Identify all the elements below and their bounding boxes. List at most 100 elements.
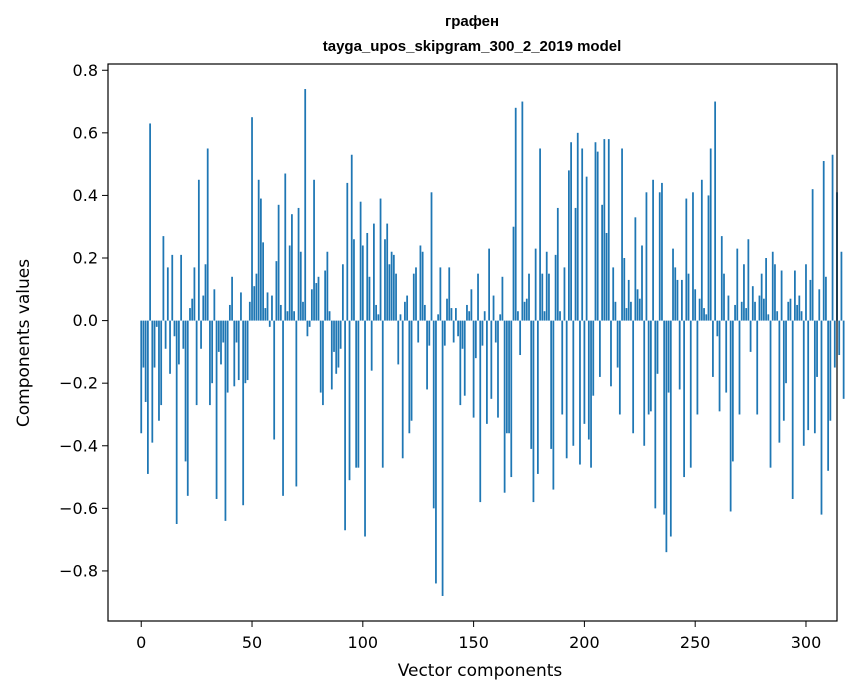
bar-135 bbox=[439, 267, 442, 321]
bar-81 bbox=[319, 320, 322, 393]
bar-165 bbox=[505, 320, 508, 434]
bar-106 bbox=[375, 304, 377, 321]
x-tick-label: 200 bbox=[569, 633, 600, 652]
bar-50 bbox=[251, 117, 253, 321]
bar-245 bbox=[683, 320, 685, 478]
bar-67 bbox=[288, 245, 291, 321]
bar-203 bbox=[590, 320, 592, 468]
bar-63 bbox=[279, 304, 282, 321]
bar-115 bbox=[395, 273, 397, 321]
bar-300 bbox=[805, 264, 807, 321]
bar-145 bbox=[461, 320, 464, 349]
bar-119 bbox=[404, 301, 406, 321]
bar-86 bbox=[330, 320, 333, 390]
bar-61 bbox=[275, 261, 278, 321]
bar-152 bbox=[477, 273, 479, 321]
x-tick-label: 300 bbox=[791, 633, 822, 652]
bar-146 bbox=[463, 320, 466, 396]
bar-79 bbox=[315, 283, 318, 321]
bar-275 bbox=[749, 320, 752, 352]
bar-108 bbox=[379, 198, 382, 321]
bar-38 bbox=[224, 320, 227, 521]
bar-46 bbox=[242, 320, 245, 506]
bar-27 bbox=[200, 320, 202, 349]
bar-78 bbox=[313, 179, 315, 321]
bar-282 bbox=[765, 258, 767, 321]
bar-234 bbox=[658, 192, 661, 321]
bars-group bbox=[140, 89, 845, 596]
y-axis: −0.8 −0.6 −0.4 −0.2 0.0 0.2 0.4 0.6 0.8 bbox=[59, 61, 108, 580]
bar-279 bbox=[758, 295, 761, 321]
bar-42 bbox=[233, 320, 236, 387]
bar-71 bbox=[297, 207, 300, 321]
bar-168 bbox=[512, 226, 515, 321]
bar-238 bbox=[667, 320, 670, 393]
y-tick-label: 0.6 bbox=[73, 123, 98, 142]
bar-87 bbox=[333, 320, 335, 352]
bar-235 bbox=[661, 182, 663, 321]
bar-159 bbox=[492, 295, 495, 321]
bar-56 bbox=[264, 308, 267, 321]
bar-96 bbox=[353, 239, 355, 321]
bar-8 bbox=[158, 320, 160, 421]
bar-158 bbox=[490, 320, 493, 399]
bar-83 bbox=[324, 270, 327, 321]
bar-16 bbox=[175, 320, 178, 524]
bar-255 bbox=[705, 314, 708, 321]
bar-17 bbox=[178, 320, 180, 365]
bar-60 bbox=[273, 320, 276, 440]
bar-174 bbox=[525, 298, 528, 321]
y-axis-label: Components values bbox=[14, 259, 34, 427]
bar-111 bbox=[386, 223, 389, 321]
bar-40 bbox=[228, 304, 231, 321]
bar-118 bbox=[401, 320, 404, 459]
bar-277 bbox=[754, 301, 756, 321]
bar-55 bbox=[262, 242, 264, 321]
bar-248 bbox=[689, 320, 692, 468]
bar-53 bbox=[257, 179, 260, 321]
bar-164 bbox=[503, 320, 506, 493]
bar-179 bbox=[536, 320, 539, 474]
x-tick-label: 100 bbox=[348, 633, 379, 652]
bar-154 bbox=[481, 320, 484, 346]
bar-244 bbox=[681, 279, 683, 321]
bar-210 bbox=[605, 232, 608, 321]
bar-131 bbox=[430, 192, 433, 321]
bar-209 bbox=[603, 139, 606, 321]
bar-285 bbox=[771, 251, 774, 321]
bar-31 bbox=[209, 320, 211, 406]
y-tick-label: −0.4 bbox=[59, 436, 98, 455]
bar-88 bbox=[335, 320, 338, 374]
bar-264 bbox=[725, 320, 728, 393]
bar-256 bbox=[707, 195, 710, 321]
bar-198 bbox=[579, 320, 581, 465]
bar-177 bbox=[532, 320, 535, 503]
bar-222 bbox=[632, 320, 635, 434]
bar-307 bbox=[820, 320, 823, 515]
bar-240 bbox=[672, 248, 674, 321]
bar-65 bbox=[284, 173, 287, 321]
bar-105 bbox=[373, 223, 375, 321]
bar-7 bbox=[155, 320, 158, 327]
bar-311 bbox=[829, 320, 832, 421]
bar-39 bbox=[226, 320, 229, 393]
bar-302 bbox=[809, 279, 812, 321]
bar-247 bbox=[687, 273, 690, 321]
bar-12 bbox=[166, 267, 169, 321]
bar-132 bbox=[432, 320, 435, 509]
bar-221 bbox=[630, 301, 632, 321]
bar-250 bbox=[694, 289, 697, 321]
bar-283 bbox=[767, 314, 770, 321]
bar-229 bbox=[647, 320, 650, 415]
bar-188 bbox=[556, 207, 559, 321]
bar-149 bbox=[470, 289, 473, 321]
bar-257 bbox=[709, 148, 712, 321]
bar-233 bbox=[656, 320, 659, 374]
bar-80 bbox=[317, 276, 320, 321]
bar-225 bbox=[638, 298, 641, 321]
bar-74 bbox=[304, 89, 307, 321]
bar-94 bbox=[348, 320, 351, 481]
bar-280 bbox=[760, 273, 763, 321]
bar-85 bbox=[328, 311, 331, 321]
x-axis: 0 50 100 150 200 250 300 bbox=[136, 621, 821, 652]
